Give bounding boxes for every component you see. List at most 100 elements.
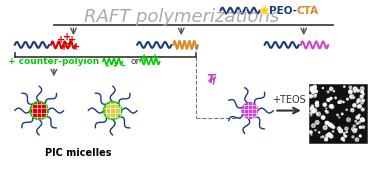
Circle shape bbox=[353, 87, 357, 91]
Circle shape bbox=[326, 134, 329, 137]
Text: or: or bbox=[130, 57, 139, 66]
Circle shape bbox=[323, 103, 327, 107]
Circle shape bbox=[309, 95, 313, 98]
Circle shape bbox=[317, 113, 318, 114]
Circle shape bbox=[310, 86, 314, 90]
Text: T: T bbox=[206, 73, 215, 86]
Circle shape bbox=[327, 133, 331, 137]
Text: RAFT polymerizations: RAFT polymerizations bbox=[84, 8, 279, 26]
Circle shape bbox=[327, 98, 330, 101]
Circle shape bbox=[315, 103, 316, 104]
Text: +: + bbox=[60, 42, 68, 52]
Circle shape bbox=[316, 104, 319, 107]
Circle shape bbox=[311, 107, 314, 110]
Circle shape bbox=[312, 110, 315, 113]
Text: +: + bbox=[140, 53, 148, 63]
Circle shape bbox=[344, 86, 345, 87]
Text: PEO-: PEO- bbox=[269, 6, 297, 16]
Text: Mesoporous silica: Mesoporous silica bbox=[304, 146, 372, 155]
Polygon shape bbox=[260, 6, 269, 15]
Circle shape bbox=[329, 105, 332, 108]
Text: +: + bbox=[151, 53, 159, 63]
Circle shape bbox=[311, 105, 313, 107]
Circle shape bbox=[310, 112, 312, 114]
Circle shape bbox=[310, 89, 313, 91]
Circle shape bbox=[358, 105, 361, 108]
Text: +TEOS: +TEOS bbox=[272, 95, 306, 105]
Circle shape bbox=[360, 87, 364, 90]
Circle shape bbox=[322, 88, 323, 89]
Circle shape bbox=[355, 129, 357, 130]
Circle shape bbox=[311, 115, 312, 116]
Circle shape bbox=[325, 121, 328, 124]
Circle shape bbox=[351, 108, 354, 112]
Circle shape bbox=[355, 120, 356, 122]
Circle shape bbox=[355, 138, 359, 141]
Text: -: - bbox=[120, 61, 125, 71]
Circle shape bbox=[315, 90, 318, 93]
Circle shape bbox=[346, 109, 347, 110]
Circle shape bbox=[360, 118, 364, 122]
Circle shape bbox=[335, 97, 336, 99]
Circle shape bbox=[357, 90, 359, 92]
Circle shape bbox=[353, 104, 356, 107]
Circle shape bbox=[350, 96, 352, 98]
Circle shape bbox=[358, 121, 361, 124]
Circle shape bbox=[326, 122, 329, 125]
Circle shape bbox=[361, 108, 364, 111]
Circle shape bbox=[311, 124, 315, 127]
Circle shape bbox=[352, 128, 354, 130]
Circle shape bbox=[357, 106, 359, 108]
Circle shape bbox=[356, 123, 358, 124]
Text: + counter-polyion: + counter-polyion bbox=[8, 57, 99, 66]
Text: +: + bbox=[72, 42, 81, 52]
Circle shape bbox=[333, 91, 335, 92]
Circle shape bbox=[347, 118, 350, 122]
Circle shape bbox=[104, 102, 121, 119]
Circle shape bbox=[343, 101, 344, 103]
Circle shape bbox=[312, 87, 316, 91]
Circle shape bbox=[317, 112, 321, 116]
FancyBboxPatch shape bbox=[308, 84, 367, 143]
Circle shape bbox=[349, 90, 352, 93]
Circle shape bbox=[345, 127, 348, 130]
Circle shape bbox=[344, 135, 345, 136]
Circle shape bbox=[341, 113, 343, 115]
Text: +: + bbox=[68, 35, 77, 45]
Circle shape bbox=[311, 134, 312, 135]
Circle shape bbox=[343, 132, 345, 134]
Circle shape bbox=[353, 129, 356, 132]
Circle shape bbox=[357, 99, 360, 102]
Circle shape bbox=[352, 136, 354, 138]
Circle shape bbox=[359, 135, 361, 137]
Circle shape bbox=[360, 95, 363, 98]
Circle shape bbox=[315, 130, 316, 131]
Circle shape bbox=[361, 90, 364, 93]
Circle shape bbox=[332, 131, 334, 132]
Circle shape bbox=[354, 91, 356, 93]
Circle shape bbox=[323, 126, 327, 129]
Circle shape bbox=[356, 116, 359, 119]
Circle shape bbox=[346, 131, 347, 133]
Circle shape bbox=[315, 120, 319, 124]
Circle shape bbox=[330, 135, 333, 138]
Circle shape bbox=[329, 134, 330, 135]
Circle shape bbox=[313, 109, 316, 112]
Text: CTA: CTA bbox=[297, 6, 319, 16]
Circle shape bbox=[363, 93, 364, 95]
Text: +: + bbox=[67, 39, 74, 49]
Circle shape bbox=[359, 114, 360, 116]
Circle shape bbox=[313, 110, 315, 112]
Circle shape bbox=[330, 124, 334, 128]
Circle shape bbox=[310, 107, 314, 111]
Circle shape bbox=[349, 86, 352, 89]
Circle shape bbox=[325, 137, 328, 140]
Circle shape bbox=[337, 114, 338, 116]
Circle shape bbox=[242, 103, 258, 118]
Circle shape bbox=[347, 98, 348, 100]
Circle shape bbox=[362, 126, 365, 128]
Circle shape bbox=[321, 116, 325, 119]
Circle shape bbox=[30, 102, 48, 119]
Circle shape bbox=[314, 94, 316, 96]
Circle shape bbox=[327, 91, 329, 93]
